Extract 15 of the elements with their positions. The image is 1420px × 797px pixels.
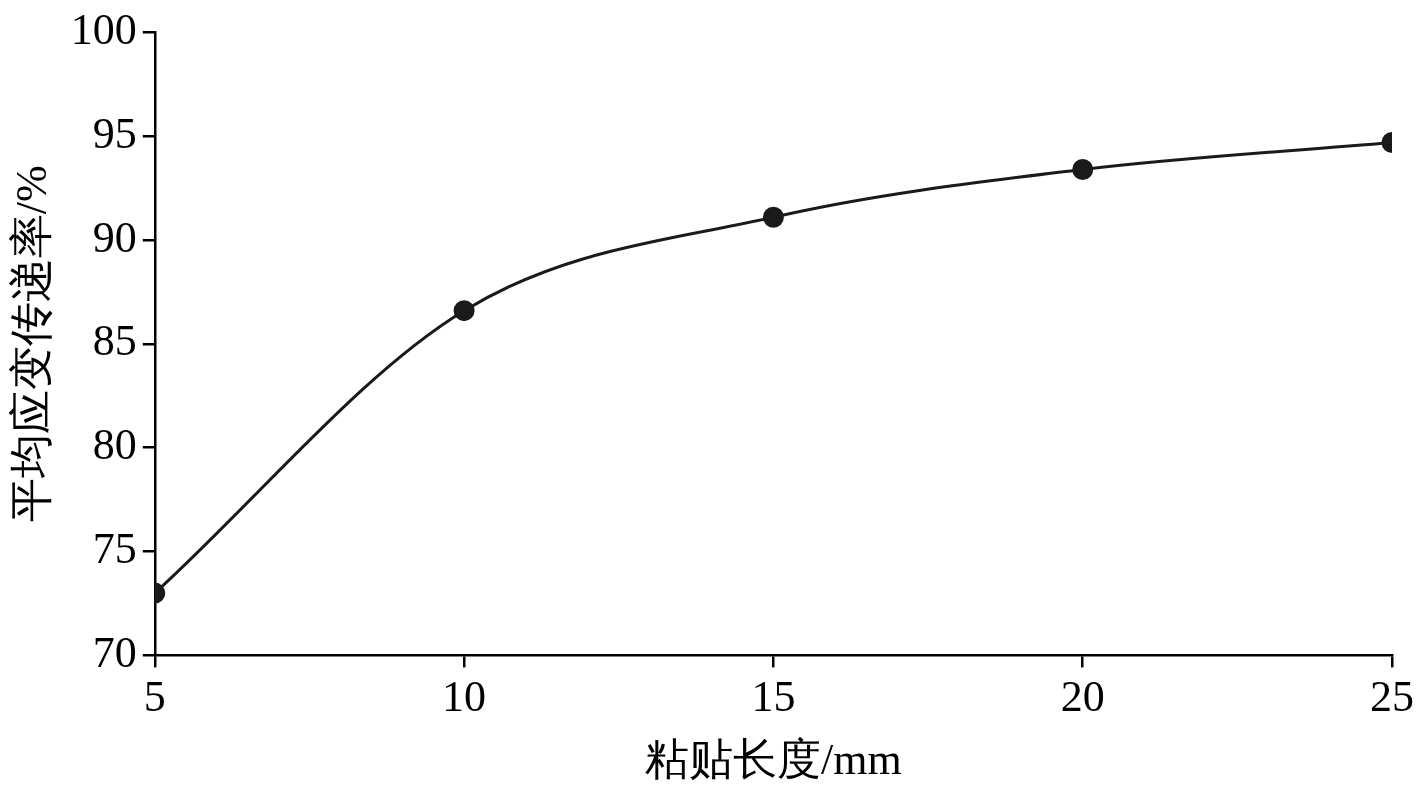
y-tick-label: 80 (92, 420, 137, 470)
x-tick-label: 15 (751, 672, 796, 722)
y-tick-label: 95 (92, 108, 137, 158)
y-axis-title: 平均应变传递率/% (6, 165, 56, 523)
y-tick-label: 100 (70, 4, 137, 54)
x-tick-label: 25 (1370, 672, 1414, 722)
x-tick-label: 5 (143, 672, 166, 722)
x-axis-title: 粘贴长度/mm (645, 735, 902, 785)
point (762, 206, 784, 228)
x-tick-label: 20 (1060, 672, 1105, 722)
y-tick-label: 90 (92, 212, 137, 262)
x-tick-label: 10 (442, 672, 487, 722)
y-tick-label: 85 (92, 316, 137, 366)
y-tick-label: 75 (92, 524, 137, 574)
y-tick-label: 70 (92, 627, 137, 677)
